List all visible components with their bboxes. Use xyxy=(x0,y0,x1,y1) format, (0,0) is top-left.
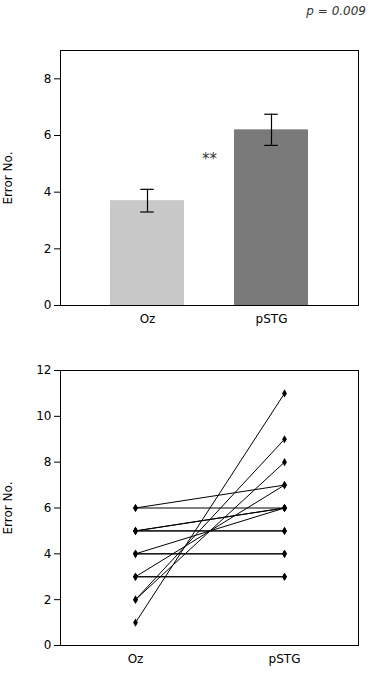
svg-text:0: 0 xyxy=(44,298,52,312)
svg-text:6: 6 xyxy=(44,501,52,515)
svg-text:Oz: Oz xyxy=(128,652,144,666)
svg-text:2: 2 xyxy=(44,242,52,256)
svg-text:Error No.: Error No. xyxy=(1,482,15,535)
svg-text:6: 6 xyxy=(44,128,52,142)
svg-text:8: 8 xyxy=(44,455,52,469)
svg-text:Error No.: Error No. xyxy=(1,152,15,205)
svg-text:4: 4 xyxy=(44,185,52,199)
svg-text:10: 10 xyxy=(36,409,51,423)
svg-text:pSTG: pSTG xyxy=(269,652,301,666)
html-text:p = 0.009: p = 0.009 xyxy=(306,4,366,18)
svg-text:12: 12 xyxy=(36,363,51,377)
svg-text:pSTG: pSTG xyxy=(256,312,288,326)
svg-text:4: 4 xyxy=(44,547,52,561)
svg-text:**: ** xyxy=(202,150,218,168)
svg-text:Oz: Oz xyxy=(140,312,156,326)
svg-text:0: 0 xyxy=(44,638,52,652)
svg-text:2: 2 xyxy=(44,593,52,607)
svg-text:8: 8 xyxy=(44,72,52,86)
